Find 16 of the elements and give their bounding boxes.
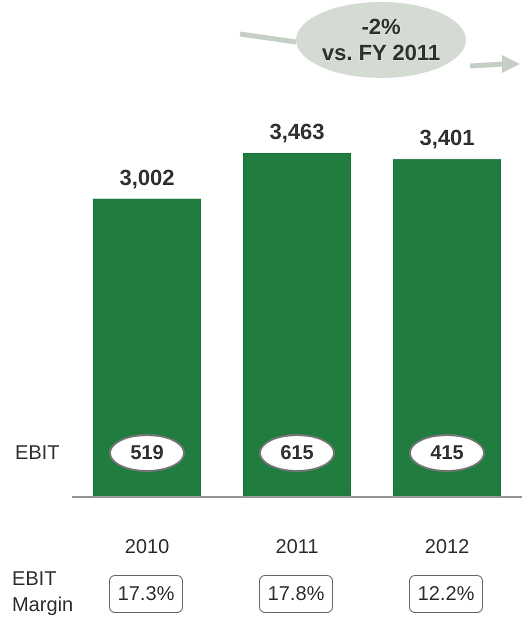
text: 17.8%: [259, 575, 333, 613]
data-label: 3,463: [269, 119, 325, 144]
annotation: 519: [109, 434, 185, 472]
annotation: 415: [409, 434, 485, 472]
text: 17.3%: [109, 575, 183, 613]
text: EBIT: [15, 442, 60, 465]
data-label: 3,401: [419, 125, 475, 150]
text: -2%: [360, 14, 402, 40]
x-tick-label: 2011: [275, 536, 319, 558]
x-tick-label: 2012: [424, 536, 470, 558]
data-label: 3,002: [119, 164, 175, 190]
text: EBIT Margin: [12, 567, 74, 618]
annotation: 615: [259, 434, 335, 472]
text: vs. FY 2011: [320, 40, 442, 66]
text: 12.2%: [409, 575, 483, 613]
x-tick-label: 2010: [124, 536, 170, 558]
